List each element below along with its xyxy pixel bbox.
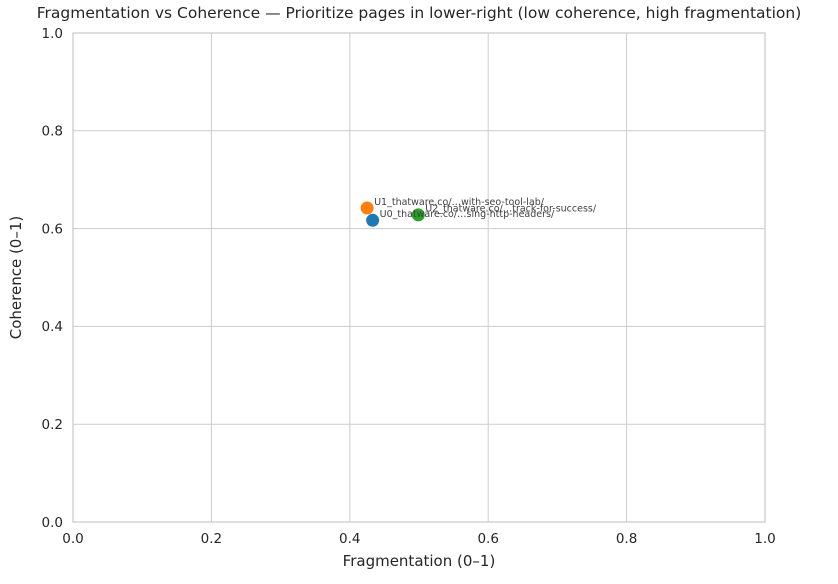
- scatter-points: [360, 201, 425, 227]
- point-label: U0_thatware.co/…sing-http-headers/: [380, 209, 555, 220]
- x-tick-label: 0.2: [201, 531, 222, 547]
- chart-title: Fragmentation vs Coherence — Prioritize …: [37, 4, 802, 22]
- data-point: [411, 208, 425, 222]
- y-tick-label: 0.4: [42, 319, 63, 335]
- x-axis-label: Fragmentation (0–1): [343, 552, 496, 570]
- y-tick-label: 0.2: [42, 417, 63, 433]
- y-tick-label: 0.6: [42, 221, 63, 237]
- x-tick-labels: 0.0 0.2 0.4 0.6 0.8 1.0: [62, 531, 775, 547]
- point-annotations: U0_thatware.co/…sing-http-headers/U1_tha…: [374, 197, 597, 220]
- y-tick-label: 0.0: [42, 515, 63, 531]
- y-axis-label: Coherence (0–1): [7, 216, 25, 340]
- data-point: [366, 213, 380, 227]
- x-tick-label: 0.8: [616, 531, 637, 547]
- x-tick-label: 0.6: [477, 531, 498, 547]
- y-tick-label: 1.0: [42, 26, 63, 42]
- x-tick-label: 0.4: [339, 531, 360, 547]
- data-point: [360, 201, 374, 215]
- y-tick-labels: 0.0 0.2 0.4 0.6 0.8 1.0: [42, 26, 63, 531]
- grid-layer: [72, 32, 766, 523]
- y-tick-label: 0.8: [42, 124, 63, 140]
- point-label: U2_thatware.co/…track-for-success/: [425, 204, 597, 215]
- plot-border: [72, 32, 766, 523]
- x-tick-label: 0.0: [62, 531, 83, 547]
- x-tick-label: 1.0: [754, 531, 775, 547]
- point-label: U1_thatware.co/…with-seo-tool-lab/: [374, 197, 545, 208]
